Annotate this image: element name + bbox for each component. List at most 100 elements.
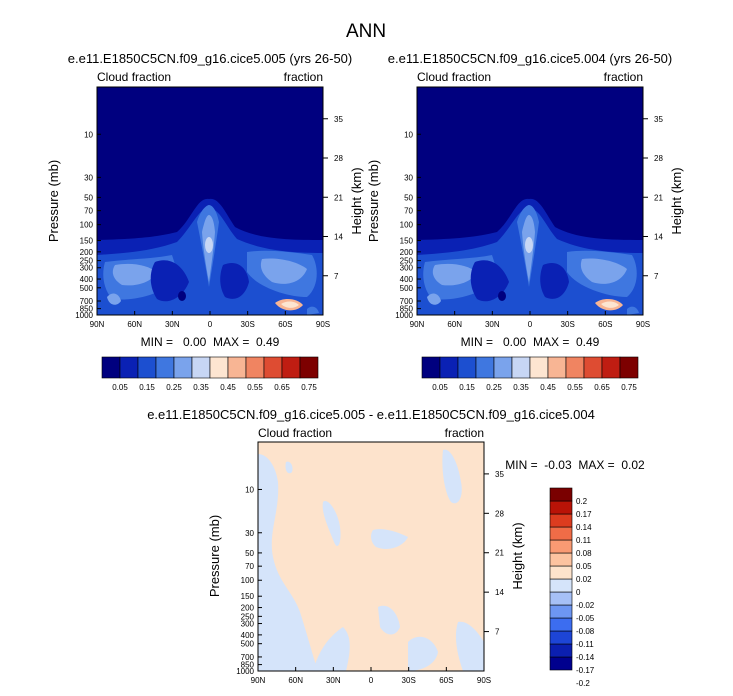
panel3-axes: 1030507010015020025030040050070085010003… — [236, 470, 504, 685]
colorbar-label: 0.05 — [432, 383, 448, 392]
y-tick-label: 150 — [80, 237, 94, 246]
colorbar-swatch — [549, 630, 573, 645]
y2-tick-label: 14 — [495, 588, 504, 597]
x-tick-label: 30S — [561, 320, 575, 329]
y-tick-label: 700 — [241, 653, 255, 662]
colorbar-label: 0.02 — [576, 575, 592, 584]
panel1-right-label: fraction — [284, 70, 323, 84]
colorbar-swatch — [457, 356, 477, 379]
panel3-colorbar: 0.2 0.17 0.14 0.11 0.08 0.05 0.02 0 -0.02 -0.05 -0… — [549, 487, 595, 688]
y2-tick-label: 28 — [654, 154, 663, 163]
panel2-axes: 1030507010015020025030040050070085010003… — [395, 115, 663, 329]
colorbar-label: -0.05 — [576, 614, 595, 623]
colorbar-label: -0.17 — [576, 666, 595, 675]
y-tick-label: 150 — [400, 237, 414, 246]
y-tick-label: 50 — [84, 193, 93, 202]
colorbar-swatch — [619, 356, 639, 379]
x-tick-label: 60S — [278, 320, 292, 329]
x-tick-label: 90S — [477, 676, 491, 685]
colorbar-swatch — [549, 578, 573, 593]
y-tick-label: 200 — [400, 248, 414, 257]
panel1-stats: MIN = 0.00 MAX = 0.49 — [141, 335, 280, 349]
x-tick-label: 90S — [316, 320, 330, 329]
y-tick-label: 10 — [404, 130, 413, 139]
y-tick-label: 250 — [400, 257, 414, 266]
colorbar-swatch — [281, 356, 301, 379]
x-tick-label: 0 — [528, 320, 533, 329]
colorbar-swatch — [493, 356, 513, 379]
colorbar-label: 0 — [576, 588, 581, 597]
y-tick-label: 70 — [404, 207, 413, 216]
panel1-axes: 1030507010015020025030040050070085010003… — [75, 115, 343, 329]
colorbar-label: 0.75 — [301, 383, 317, 392]
panel2-title: e.e11.E1850C5CN.f09_g16.cice5.004 (yrs 2… — [388, 51, 673, 66]
colorbar-swatch — [601, 356, 621, 379]
panel1-title: e.e11.E1850C5CN.f09_g16.cice5.005 (yrs 2… — [68, 51, 353, 66]
colorbar-swatch — [421, 356, 441, 379]
colorbar-label: -0.08 — [576, 627, 595, 636]
x-tick-label: 0 — [208, 320, 213, 329]
y-tick-label: 850 — [241, 661, 255, 670]
panel1-colorbar: 0.05 0.15 0.25 0.35 0.45 0.55 0.65 0.75 — [101, 356, 319, 392]
y-tick-label: 400 — [80, 275, 94, 284]
colorbar-label: 0.08 — [576, 549, 592, 558]
colorbar-label: -0.02 — [576, 601, 595, 610]
colorbar-swatch — [137, 356, 157, 379]
colorbar-swatch — [439, 356, 459, 379]
colorbar-label: 0.55 — [567, 383, 583, 392]
colorbar-label: 0.45 — [540, 383, 556, 392]
colorbar-swatch — [549, 487, 573, 502]
colorbar-swatch — [529, 356, 549, 379]
y-tick-label: 500 — [80, 284, 94, 293]
y2-tick-label: 7 — [495, 628, 500, 637]
colorbar-swatch — [173, 356, 193, 379]
colorbar-swatch — [549, 565, 573, 580]
colorbar-swatch — [119, 356, 139, 379]
x-tick-label: 60N — [288, 676, 303, 685]
panel2-right-label: fraction — [604, 70, 643, 84]
colorbar-swatch — [547, 356, 567, 379]
panel2-y2label: Height (km) — [669, 167, 684, 234]
x-tick-label: 90S — [636, 320, 650, 329]
panel2-stats: MIN = 0.00 MAX = 0.49 — [461, 335, 600, 349]
panel2-colorbar: 0.05 0.15 0.25 0.35 0.45 0.55 0.65 0.75 — [421, 356, 639, 392]
y2-tick-label: 28 — [334, 154, 343, 163]
colorbar-label: 0.2 — [576, 497, 588, 506]
y-tick-label: 300 — [400, 264, 414, 273]
x-tick-label: 60S — [439, 676, 453, 685]
x-tick-label: 30N — [485, 320, 500, 329]
colorbar-swatch — [549, 513, 573, 528]
y-tick-label: 100 — [80, 221, 94, 230]
y2-tick-label: 35 — [495, 470, 504, 479]
colorbar-swatch — [299, 356, 319, 379]
y-tick-label: 700 — [80, 297, 94, 306]
y2-tick-label: 7 — [654, 272, 659, 281]
y-tick-label: 50 — [404, 193, 413, 202]
x-tick-label: 30S — [402, 676, 416, 685]
y-tick-label: 250 — [80, 257, 94, 266]
y-tick-label: 200 — [241, 604, 255, 613]
colorbar-swatch — [549, 526, 573, 541]
panel2-ylabel: Pressure (mb) — [366, 160, 381, 242]
colorbar-swatch — [549, 539, 573, 554]
colorbar-label: 0.35 — [193, 383, 209, 392]
y-tick-label: 1000 — [75, 311, 93, 320]
x-tick-label: 30N — [326, 676, 341, 685]
colorbar-label: -0.11 — [576, 640, 594, 649]
y-tick-label: 100 — [241, 576, 255, 585]
colorbar-label: 0.55 — [247, 383, 263, 392]
y2-tick-label: 7 — [334, 272, 339, 281]
figure-title: ANN — [346, 21, 386, 42]
x-tick-label: 90N — [251, 676, 266, 685]
colorbar-swatch — [475, 356, 495, 379]
x-tick-label: 60N — [127, 320, 142, 329]
colorbar-label: 0.15 — [139, 383, 155, 392]
y-tick-label: 10 — [245, 485, 254, 494]
x-tick-label: 30N — [165, 320, 180, 329]
colorbar-label: 0.05 — [112, 383, 128, 392]
colorbar-label: 0.75 — [621, 383, 637, 392]
y-tick-label: 400 — [400, 275, 414, 284]
colorbar-swatch — [101, 356, 121, 379]
y-tick-label: 300 — [241, 620, 255, 629]
colorbar-swatch — [565, 356, 585, 379]
